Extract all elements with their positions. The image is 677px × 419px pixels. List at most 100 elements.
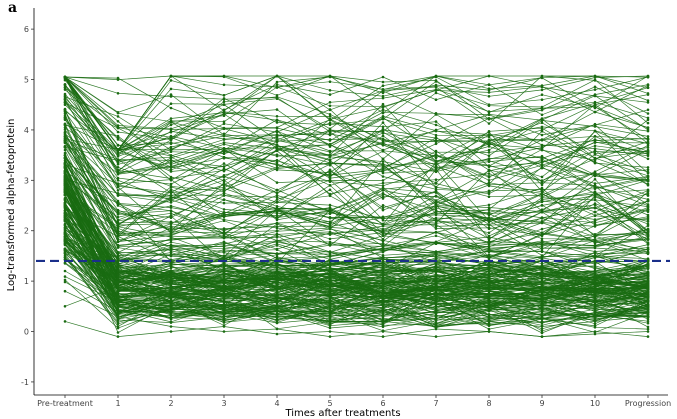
data-point (646, 228, 650, 231)
data-point (646, 248, 650, 252)
data-point (169, 191, 173, 194)
data-point (222, 310, 226, 313)
data-point (593, 129, 597, 133)
data-point (222, 120, 226, 123)
data-point (63, 262, 67, 265)
data-point (222, 297, 226, 301)
data-point (169, 310, 173, 313)
data-point (169, 294, 173, 298)
data-point (328, 158, 332, 161)
data-point (434, 242, 438, 245)
data-point (646, 319, 650, 323)
data-point (434, 225, 438, 228)
y-tick-label: 2 (24, 227, 29, 236)
data-point (646, 194, 650, 197)
data-point (328, 326, 332, 330)
data-point (646, 213, 650, 217)
data-point (63, 184, 67, 188)
series-line (64, 186, 649, 326)
data-point (381, 335, 385, 338)
data-point (593, 138, 597, 141)
data-point (275, 181, 279, 184)
data-point (381, 278, 385, 282)
data-point (222, 299, 226, 303)
data-point (434, 284, 438, 288)
data-point (646, 121, 650, 125)
series-line (64, 98, 649, 186)
data-point (222, 219, 226, 222)
series-line (64, 213, 649, 300)
data-point (222, 294, 226, 298)
data-point (540, 186, 544, 190)
y-tick-label: -1 (21, 378, 29, 387)
data-point (275, 211, 279, 215)
data-point (593, 172, 597, 175)
data-point (222, 165, 226, 168)
data-point (593, 123, 597, 127)
data-point (116, 168, 120, 172)
data-point (593, 93, 597, 96)
data-point (381, 234, 385, 237)
data-point (63, 128, 67, 131)
data-point (116, 176, 120, 180)
series-line (64, 248, 649, 323)
data-point (434, 85, 438, 88)
data-point (275, 295, 279, 299)
series-line (64, 202, 649, 296)
data-point (646, 144, 650, 147)
series-line (64, 183, 649, 309)
data-point (540, 98, 544, 101)
data-point (540, 280, 544, 284)
data-point (116, 229, 120, 232)
data-point (646, 327, 650, 331)
series-line (64, 205, 649, 307)
data-point (328, 89, 332, 92)
data-point (646, 99, 650, 102)
data-point (275, 80, 279, 84)
y-tick-label: 0 (24, 328, 29, 337)
data-point (381, 91, 385, 95)
data-point (169, 150, 173, 153)
data-point (646, 188, 650, 192)
data-point (275, 255, 279, 259)
data-point (487, 143, 491, 147)
data-point (222, 208, 226, 211)
data-point (222, 181, 226, 185)
data-point (593, 290, 597, 294)
data-point (169, 138, 173, 142)
data-point (540, 317, 544, 321)
data-point (593, 332, 597, 336)
data-point (540, 231, 544, 235)
series-line (64, 140, 649, 253)
data-point (381, 276, 385, 279)
data-point (63, 280, 67, 284)
data-point (487, 283, 491, 286)
data-point (222, 112, 226, 116)
data-point (116, 260, 120, 263)
y-tick-label: 1 (24, 277, 29, 286)
data-point (275, 188, 279, 192)
data-point (646, 118, 650, 122)
data-point (328, 75, 332, 79)
data-point (540, 243, 544, 247)
data-point (222, 114, 226, 117)
data-point (328, 222, 332, 226)
data-point (169, 269, 173, 273)
data-point (222, 152, 226, 155)
data-point (487, 175, 491, 178)
series-line (64, 270, 649, 327)
data-point (540, 312, 544, 315)
data-point (540, 210, 544, 214)
series-line (64, 76, 649, 141)
data-point (487, 159, 491, 162)
data-point (646, 146, 650, 149)
data-point (63, 232, 67, 235)
data-point (593, 206, 597, 210)
data-point (646, 224, 650, 227)
data-point (63, 179, 67, 182)
data-point (646, 243, 650, 246)
data-point (63, 249, 67, 253)
data-point (116, 208, 120, 212)
data-point (540, 305, 544, 308)
data-point (222, 162, 226, 165)
